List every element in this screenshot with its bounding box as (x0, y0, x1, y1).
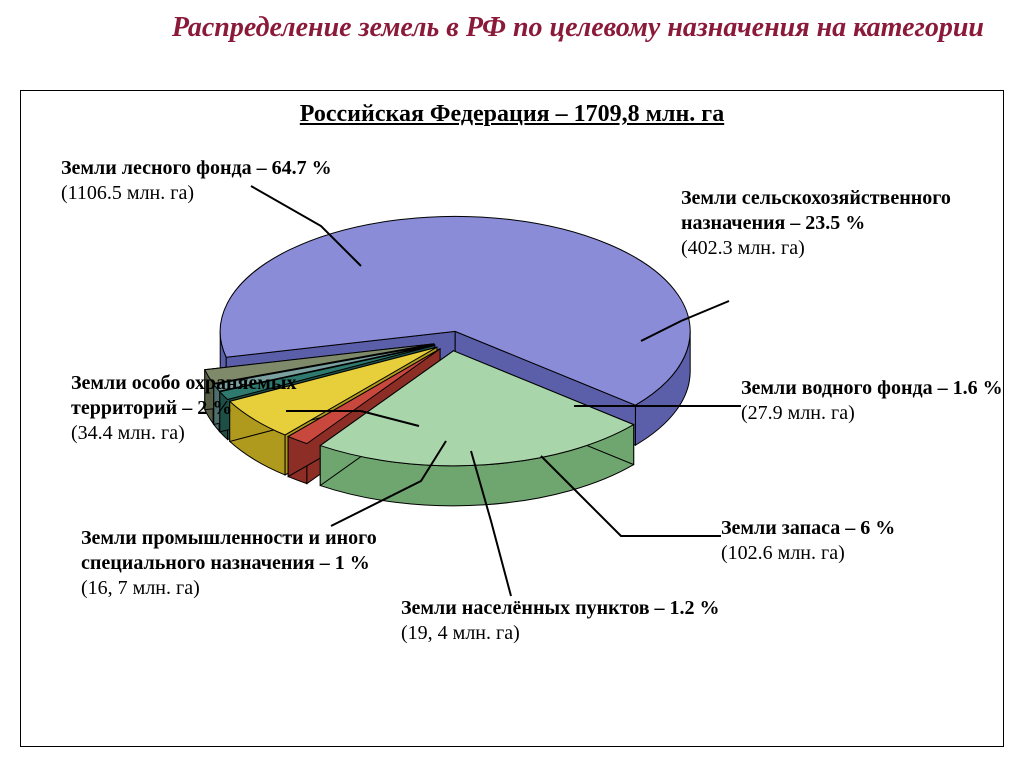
label-water: Земли водного фонда – 1.6 %(27.9 млн. га… (741, 376, 1003, 426)
label-settlements-value: (19, 4 млн. га) (401, 621, 720, 646)
label-reserve-title: Земли запаса – 6 % (721, 516, 895, 541)
label-water-title: Земли водного фонда – 1.6 % (741, 376, 1003, 401)
label-protected: Земли особо охраняемых территорий – 2 %(… (71, 371, 331, 446)
label-protected-value: (34.4 млн. га) (71, 421, 331, 446)
label-protected-title: Земли особо охраняемых территорий – 2 % (71, 371, 331, 421)
chart-frame: Российская Федерация – 1709,8 млн. га Зе… (20, 90, 1004, 747)
label-forest-value: (1106.5 млн. га) (61, 181, 332, 206)
label-settlements-title: Земли населённых пунктов – 1.2 % (401, 596, 720, 621)
label-industry-title: Земли промышленности и иного специальног… (81, 526, 431, 576)
label-industry: Земли промышленности и иного специальног… (81, 526, 431, 601)
label-agri-value: (402.3 млн. га) (681, 236, 1003, 261)
label-agri: Земли сельскохозяйственного назначения –… (681, 186, 1003, 261)
label-reserve-value: (102.6 млн. га) (721, 541, 895, 566)
label-forest-title: Земли лесного фонда – 64.7 % (61, 156, 332, 181)
page-title: Распределение земель в РФ по целевому на… (0, 0, 1024, 45)
label-water-value: (27.9 млн. га) (741, 401, 1003, 426)
label-settlements: Земли населённых пунктов – 1.2 %(19, 4 м… (401, 596, 720, 646)
label-forest: Земли лесного фонда – 64.7 %(1106.5 млн.… (61, 156, 332, 206)
label-agri-title: Земли сельскохозяйственного назначения –… (681, 186, 1003, 236)
label-reserve: Земли запаса – 6 %(102.6 млн. га) (721, 516, 895, 566)
label-industry-value: (16, 7 млн. га) (81, 576, 431, 601)
